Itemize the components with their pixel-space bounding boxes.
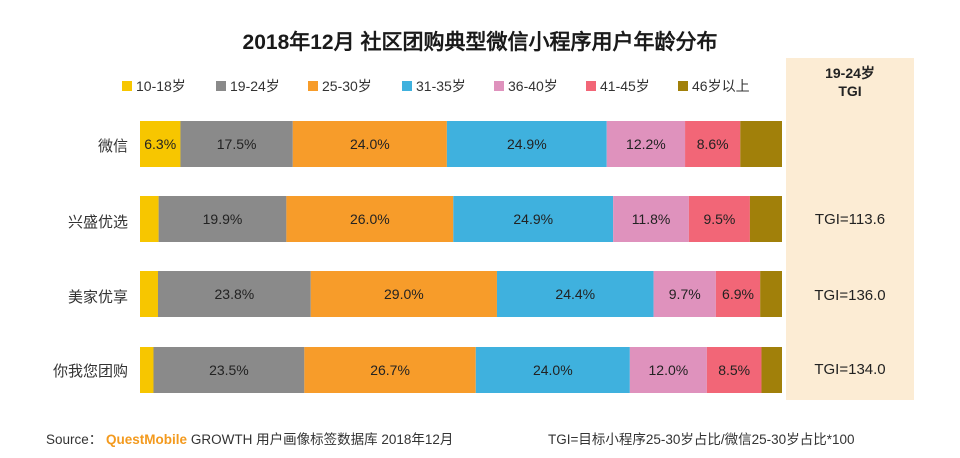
data-label: 24.0% <box>350 136 390 152</box>
bar-segment <box>304 347 476 393</box>
legend-item: 19-24岁 <box>216 76 280 96</box>
legend-label: 36-40岁 <box>508 78 558 94</box>
category-label-meijia: 美家优享 <box>67 289 128 306</box>
bar-segment <box>446 121 607 167</box>
data-label: 26.7% <box>370 362 410 378</box>
bar-segment <box>292 121 447 167</box>
bar-segment <box>453 196 614 242</box>
data-label: 29.0% <box>384 286 424 302</box>
bar-segment <box>685 121 741 167</box>
data-label: 24.9% <box>513 211 553 227</box>
legend-swatch <box>402 81 412 91</box>
legend-swatch <box>122 81 132 91</box>
bar-segment <box>140 196 159 242</box>
legend-item: 41-45岁 <box>586 76 650 96</box>
legend-item: 10-18岁 <box>122 76 186 96</box>
legend-label: 10-18岁 <box>136 78 186 94</box>
bar-segment <box>706 347 762 393</box>
bar-segment <box>749 196 782 242</box>
data-label: 19.9% <box>203 211 243 227</box>
bar-segment <box>157 271 311 317</box>
data-label: 6.3% <box>144 136 176 152</box>
source-line: Source： QuestMobile GROWTH 用户画像标签数据库 201… <box>46 428 453 448</box>
bar-segment <box>180 121 293 167</box>
tgi-header-age: 19-24岁 <box>825 65 875 81</box>
category-label-weixin: 微信 <box>97 138 128 155</box>
tgi-header: 19-24岁 TGI <box>786 64 914 100</box>
data-label: 12.2% <box>626 136 666 152</box>
tgi-header-label: TGI <box>838 83 862 99</box>
legend-label: 46岁以上 <box>692 78 750 94</box>
legend-label: 25-30岁 <box>322 78 372 94</box>
bar-segment <box>688 196 750 242</box>
legend-swatch <box>678 81 688 91</box>
legend-item: 46岁以上 <box>678 76 750 96</box>
bar-segment <box>629 347 707 393</box>
legend-label: 41-45岁 <box>600 78 650 94</box>
data-label: 26.0% <box>350 211 390 227</box>
bar-segment <box>653 271 716 317</box>
legend-label: 31-35岁 <box>416 78 466 94</box>
bar-segment <box>761 347 782 393</box>
data-label: 23.8% <box>215 286 255 302</box>
bar-segment <box>475 347 630 393</box>
tgi-value-xingsheng: TGI=113.6 <box>814 211 886 228</box>
data-label: 24.9% <box>507 136 547 152</box>
data-label: 6.9% <box>722 286 754 302</box>
tgi-value-niwonin: TGI=134.0 <box>814 361 886 378</box>
legend-swatch <box>494 81 504 91</box>
data-label: 8.5% <box>718 362 750 378</box>
bar-segment <box>158 196 287 242</box>
bar-segment <box>606 121 686 167</box>
bar-segment <box>715 271 761 317</box>
data-label: 8.6% <box>697 136 729 152</box>
data-label: 24.4% <box>555 286 595 302</box>
bar-segment <box>140 271 158 317</box>
data-label: 9.5% <box>703 211 735 227</box>
data-label: 17.5% <box>217 136 257 152</box>
source-text: GROWTH 用户画像标签数据库 2018年12月 <box>190 432 454 447</box>
legend-item: 36-40岁 <box>494 76 558 96</box>
tgi-panel: 19-24岁 TGI TGI=113.6 TGI=136.0 TGI=134.0 <box>786 58 914 400</box>
brand-logo-text: QuestMobile <box>106 432 188 447</box>
bar-segment <box>310 271 497 317</box>
legend-swatch <box>308 81 318 91</box>
data-label: 9.7% <box>669 286 701 302</box>
bar-segment <box>140 121 181 167</box>
legend-item: 25-30岁 <box>308 76 372 96</box>
tgi-formula-note: TGI=目标小程序25-30岁占比/微信25-30岁占比*100 <box>548 432 855 447</box>
data-label: 23.5% <box>209 362 249 378</box>
legend-swatch <box>216 81 226 91</box>
legend-label: 19-24岁 <box>230 78 280 94</box>
bar-segment <box>140 347 154 393</box>
data-label: 24.0% <box>533 362 573 378</box>
category-label-niwonin: 你我您团购 <box>52 363 128 380</box>
category-label-xingsheng: 兴盛优选 <box>67 214 128 231</box>
data-label: 11.8% <box>632 211 671 227</box>
legend-item: 31-35岁 <box>402 76 466 96</box>
data-label: 12.0% <box>649 362 689 378</box>
source-label: Source： <box>46 432 103 447</box>
bar-segment <box>286 196 454 242</box>
bar-segment <box>760 271 782 317</box>
bar-segment <box>613 196 689 242</box>
bar-segment <box>153 347 305 393</box>
chart-title: 2018年12月 社区团购典型微信小程序用户年龄分布 <box>242 31 718 54</box>
bar-segment <box>496 271 654 317</box>
bar-segment <box>740 121 782 167</box>
legend-swatch <box>586 81 596 91</box>
tgi-value-meijia: TGI=136.0 <box>814 287 886 304</box>
